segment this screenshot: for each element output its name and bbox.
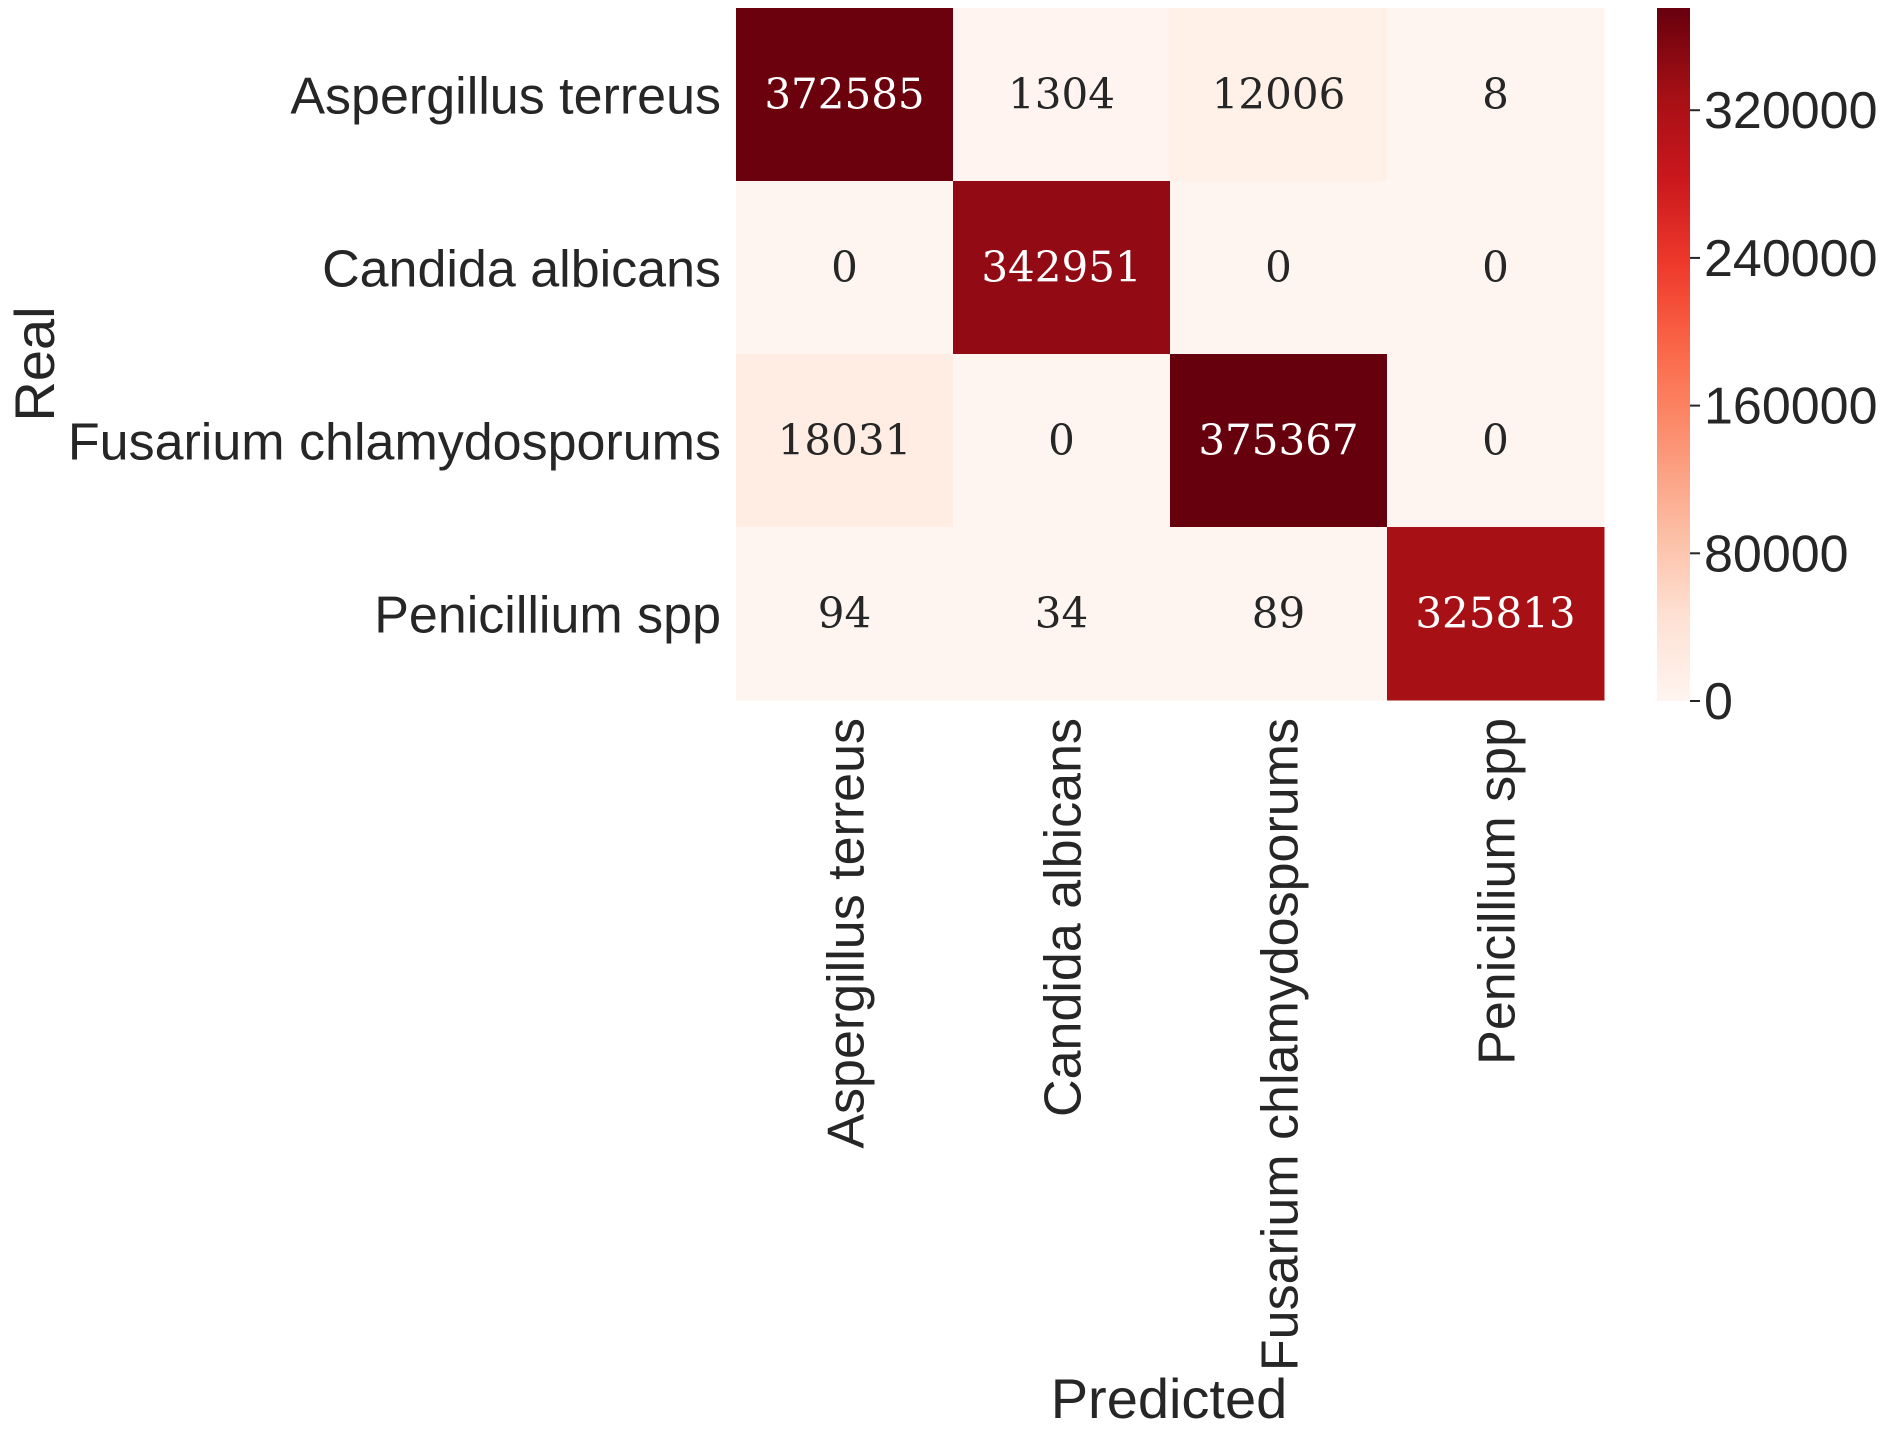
heatmap-cell (736, 527, 954, 701)
cell-value-label: 18031 (778, 416, 912, 465)
cell-value-label: 0 (1265, 243, 1292, 292)
heatmap-cell (1387, 354, 1605, 528)
colorbar: 0 80000 160000 240000 320000 (1657, 8, 1878, 731)
heatmap-cell (1387, 527, 1605, 701)
y-tick-label: Candida albicans (322, 241, 721, 299)
cell-value-label: 0 (831, 243, 858, 292)
cell-value-label: 372585 (764, 70, 924, 119)
colorbar-gradient (1657, 8, 1690, 701)
heatmap-cell (953, 8, 1171, 182)
cell-value-label: 375367 (1198, 416, 1358, 465)
cell-value-label: 12006 (1212, 70, 1346, 119)
x-tick-label: Aspergillus terreus (818, 718, 876, 1149)
heatmap-cell (1170, 181, 1388, 355)
cell-value-label: 89 (1252, 589, 1305, 638)
colorbar-tick-label: 160000 (1704, 378, 1878, 436)
heatmap-cells (736, 8, 1605, 701)
heatmap-cell (1387, 181, 1605, 355)
colorbar-tick-label: 240000 (1704, 230, 1878, 288)
cell-value-label: 0 (1048, 416, 1075, 465)
cell-value-label: 94 (818, 589, 871, 638)
heatmap-cell (1387, 8, 1605, 182)
x-tick-label: Fusarium chlamydosporums (1252, 718, 1310, 1371)
heatmap-cell-labels: 372585 1304 12006 8 0 342951 0 0 18031 0 375367 0 94… (764, 70, 1575, 638)
heatmap-cell (1170, 354, 1388, 528)
y-axis-label: Real (3, 306, 66, 421)
cell-value-label: 0 (1482, 243, 1509, 292)
y-tick-label: Fusarium chlamydosporums (68, 414, 721, 472)
colorbar-tick-label: 320000 (1704, 82, 1878, 140)
colorbar-tick-label: 0 (1704, 673, 1733, 731)
y-tick-labels: Aspergillus terreus Candida albicans Fusar… (68, 68, 721, 645)
cell-value-label: 342951 (981, 243, 1141, 292)
x-tick-labels: Aspergillus terreus Candida albicans Fusar… (818, 718, 1527, 1371)
heatmap-cell (953, 181, 1171, 355)
y-tick-label: Penicillium spp (374, 587, 721, 645)
cell-value-label: 8 (1482, 70, 1509, 119)
heatmap-cell (736, 8, 954, 182)
heatmap-cell (736, 354, 954, 528)
x-axis-label: Predicted (1051, 1367, 1288, 1430)
heatmap-cell (736, 181, 954, 355)
cell-value-label: 1304 (1008, 70, 1115, 119)
heatmap-cell (953, 527, 1171, 701)
heatmap-cell (1170, 8, 1388, 182)
cell-value-label: 0 (1482, 416, 1509, 465)
x-tick-label: Penicillium spp (1469, 718, 1527, 1065)
x-tick-label: Candida albicans (1035, 718, 1093, 1117)
heatmap-cell (1170, 527, 1388, 701)
cell-value-label: 34 (1035, 589, 1088, 638)
y-tick-label: Aspergillus terreus (290, 68, 721, 126)
heatmap-cell (953, 354, 1171, 528)
colorbar-tick-label: 80000 (1704, 525, 1849, 583)
cell-value-label: 325813 (1415, 589, 1575, 638)
